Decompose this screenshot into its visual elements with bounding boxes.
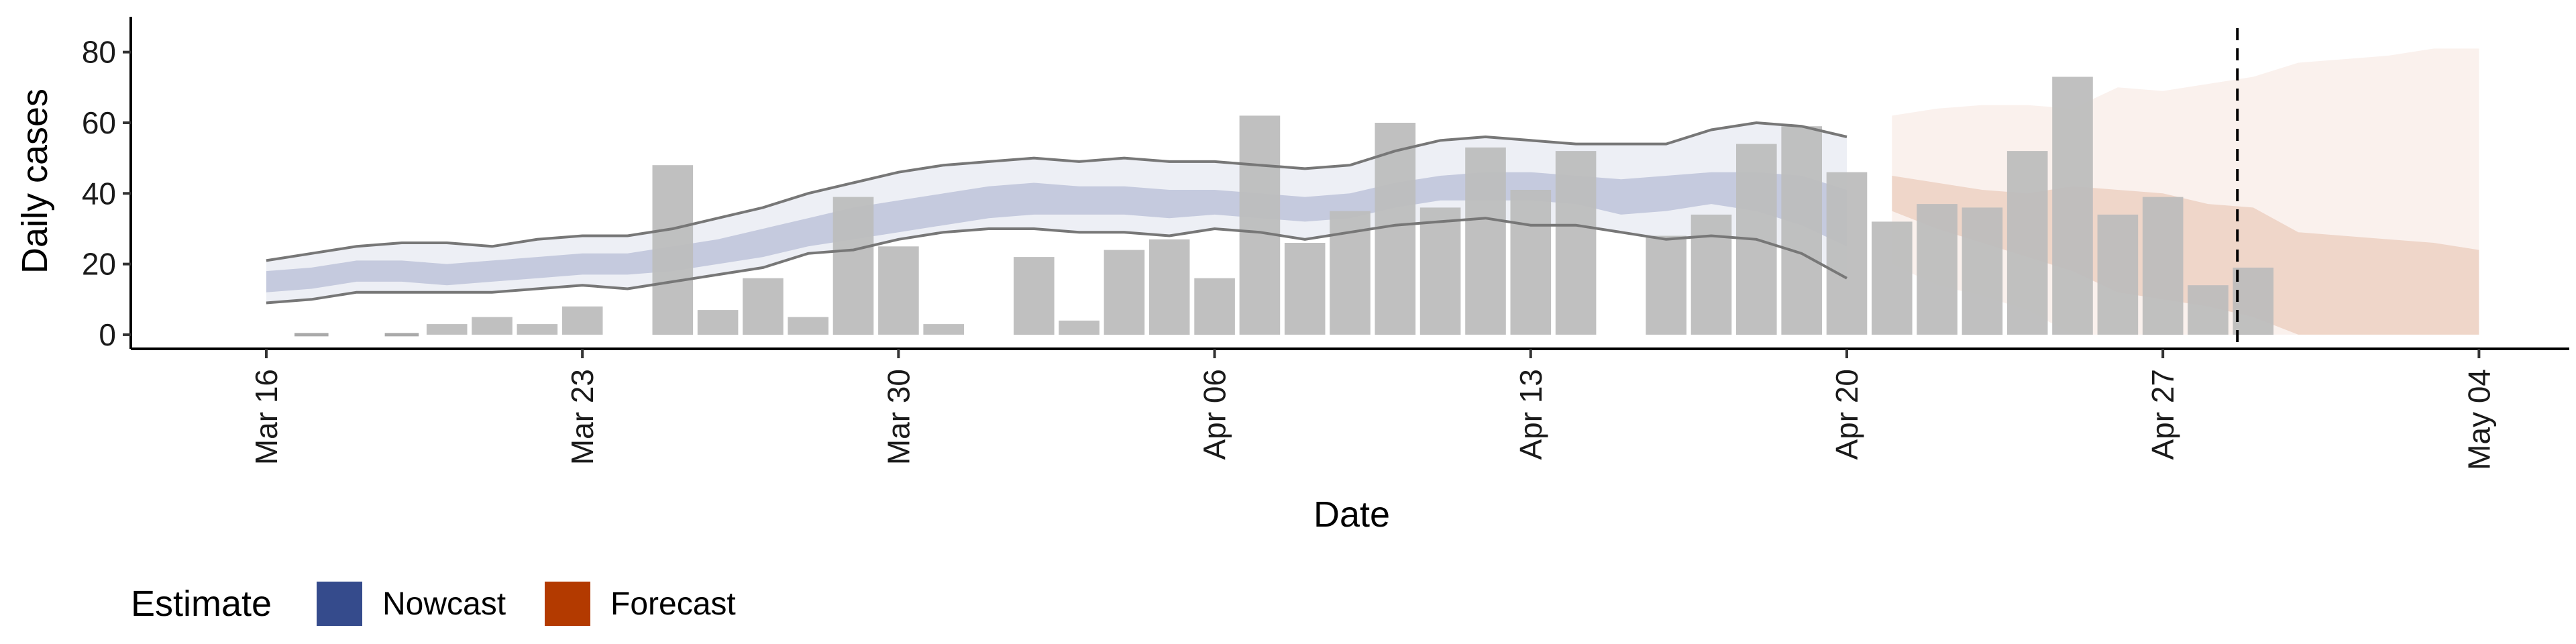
legend-title: Estimate: [131, 584, 272, 624]
bar-2020-03-23: [561, 306, 603, 335]
x-tick-label-3: Apr 06: [1197, 369, 1232, 460]
legend-swatch-forecast: [545, 582, 590, 626]
nowcast-outer-lines: [266, 121, 1847, 305]
axes: 0 20 40 60 80 Mar 16 Mar 23 Mar 30 Apr 06 Apr 13 A…: [82, 17, 2569, 470]
bar-2020-04-19: [1781, 126, 1822, 335]
bar-2020-03-29: [833, 197, 874, 335]
y-axis-title: Daily cases: [15, 89, 55, 274]
bar-2020-04-16: [1646, 235, 1686, 335]
x-tick-label-2: Mar 30: [881, 369, 916, 465]
case-bars: [294, 76, 2274, 337]
x-tick-label-1: Mar 23: [565, 369, 600, 465]
y-tick-label-40: 40: [82, 176, 116, 211]
bar-2020-04-02: [1014, 257, 1055, 335]
bar-2020-04-12: [1465, 147, 1506, 335]
bar-2020-04-05: [1148, 239, 1190, 335]
x-tick-label-7: May 04: [2461, 369, 2496, 470]
nowcast-lower-line: [266, 217, 1847, 305]
legend: Estimate Nowcast Forecast: [131, 582, 736, 626]
x-tick-label-5: Apr 20: [1829, 369, 1864, 460]
bar-2020-04-17: [1690, 214, 1732, 335]
bar-2020-04-08: [1284, 243, 1326, 335]
bar-2020-04-11: [1419, 207, 1461, 335]
x-axis-title: Date: [1313, 494, 1390, 535]
bar-2020-04-13: [1510, 190, 1552, 335]
bar-2020-04-27: [2142, 197, 2184, 335]
bar-2020-03-22: [517, 324, 558, 335]
bar-2020-04-22: [1917, 204, 1957, 335]
bar-2020-04-14: [1555, 151, 1597, 335]
bar-2020-04-24: [2006, 151, 2048, 335]
bar-2020-03-31: [923, 324, 964, 335]
bar-2020-04-10: [1375, 123, 1416, 335]
bar-2020-04-23: [1962, 207, 2003, 335]
x-tick-label-4: Apr 13: [1513, 369, 1548, 460]
bar-2020-04-03: [1059, 320, 1099, 335]
bar-2020-04-04: [1104, 250, 1145, 335]
legend-swatch-nowcast: [317, 582, 362, 626]
bar-2020-03-20: [426, 324, 468, 335]
bar-2020-03-30: [878, 246, 919, 335]
bar-2020-03-25: [652, 165, 694, 335]
x-tick-label-6: Apr 27: [2145, 369, 2180, 460]
bar-2020-04-06: [1194, 278, 1235, 335]
y-tick-label-80: 80: [82, 35, 116, 70]
bar-2020-04-21: [1872, 221, 1913, 335]
y-tick-label-20: 20: [82, 247, 116, 282]
legend-label-forecast: Forecast: [610, 586, 736, 622]
bar-2020-03-26: [697, 310, 739, 335]
bar-2020-04-29: [2233, 267, 2274, 335]
x-tick-label-0: Mar 16: [249, 369, 284, 465]
bar-2020-04-28: [2188, 285, 2229, 335]
bar-2020-04-20: [1826, 172, 1868, 335]
bar-2020-04-26: [2097, 214, 2139, 335]
nowcast-upper-line: [266, 121, 1847, 262]
y-tick-label-0: 0: [99, 317, 116, 352]
y-tick-label-60: 60: [82, 105, 116, 140]
bar-2020-03-27: [743, 278, 784, 335]
bar-2020-04-25: [2052, 76, 2093, 335]
bar-2020-04-07: [1239, 115, 1281, 335]
nowcast-inner-band: [266, 172, 1847, 292]
legend-label-nowcast: Nowcast: [382, 586, 506, 622]
bar-2020-03-28: [788, 317, 828, 335]
bar-2020-03-21: [472, 317, 513, 335]
nowcast-bands: [266, 123, 1847, 303]
